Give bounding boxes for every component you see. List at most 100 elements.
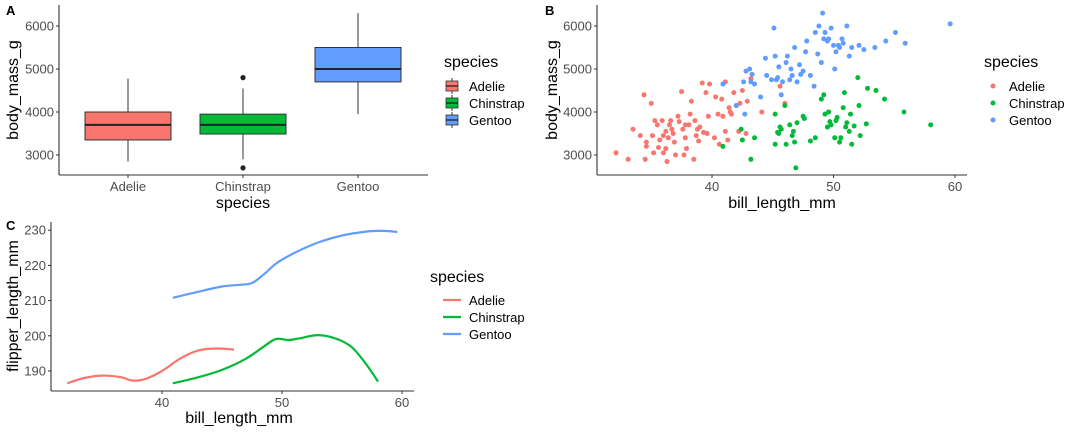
- legend-key-point: [990, 83, 996, 89]
- scatter-point: [731, 90, 737, 96]
- scatter-point: [832, 135, 838, 141]
- scatter-point: [664, 158, 670, 164]
- legend-label: Chinstrap: [469, 96, 525, 111]
- scatter-point: [844, 23, 850, 29]
- scatter-point: [837, 45, 843, 50]
- series-adelie: [613, 76, 788, 164]
- scatter-point: [844, 120, 850, 126]
- scatter-point: [668, 118, 674, 124]
- scatter-point: [782, 103, 788, 109]
- scatter-point: [775, 75, 781, 81]
- y-tick-label: 3000: [563, 148, 592, 163]
- legend-key-point: [990, 100, 996, 106]
- panel-b-x-title: bill_length_mm: [728, 195, 836, 212]
- scatter-point: [742, 111, 748, 117]
- scatter-point: [831, 42, 836, 48]
- legend-item-gentoo: Gentoo: [990, 113, 1052, 128]
- scatter-point: [660, 150, 666, 156]
- panel-b-scatter: B 3000 4000 5000 6000 40 50 60 bill_length_mm…: [544, 3, 1065, 212]
- scatter-point: [692, 118, 698, 124]
- panel-c-legend: species Adelie Chinstrap Gentoo: [430, 269, 525, 342]
- x-tick-label: 50: [275, 395, 289, 410]
- x-tick-label: Gentoo: [337, 179, 380, 194]
- scatter-point: [947, 21, 953, 27]
- panel-b-tag: B: [545, 3, 554, 18]
- scatter-point: [722, 128, 728, 134]
- y-tick-label: 230: [24, 223, 46, 238]
- scatter-point: [787, 122, 793, 128]
- y-tick-label: 190: [24, 364, 46, 379]
- scatter-point: [743, 68, 749, 74]
- scatter-point: [704, 131, 710, 136]
- scatter-point: [824, 124, 830, 130]
- scatter-point: [625, 156, 631, 162]
- panel-b-legend: species Adelie Chinstrap Gentoo: [984, 54, 1065, 128]
- y-tick-label: 4000: [563, 105, 592, 120]
- legend-item-gentoo: Gentoo: [445, 112, 512, 128]
- scatter-point: [777, 83, 783, 89]
- scatter-point: [648, 100, 654, 106]
- scatter-point: [807, 72, 813, 78]
- scatter-point: [792, 139, 798, 145]
- panel-a-legend-title: species: [444, 54, 498, 71]
- scatter-point: [643, 143, 649, 149]
- scatter-point: [807, 138, 813, 144]
- scatter-point: [822, 111, 828, 117]
- x-tick-label: Adelie: [110, 179, 146, 194]
- scatter-point: [901, 109, 907, 115]
- scatter-point: [637, 133, 643, 139]
- scatter-point: [892, 29, 898, 35]
- x-tick-label: 60: [395, 395, 409, 410]
- scatter-point: [691, 156, 697, 162]
- scatter-point: [855, 75, 861, 81]
- scatter-point: [613, 150, 619, 156]
- y-tick-label: 210: [24, 293, 46, 308]
- outlier-point: [240, 75, 246, 81]
- scatter-point: [675, 113, 681, 119]
- x-tick-label: 60: [948, 179, 962, 194]
- box-iqr: [84, 111, 172, 141]
- legend-item-chinstrap: Chinstrap: [990, 96, 1065, 111]
- scatter-point: [720, 81, 726, 87]
- scatter-point: [792, 45, 798, 50]
- panel-b-y-title: body_mass_g: [544, 40, 561, 140]
- scatter-point: [865, 85, 871, 91]
- scatter-point: [851, 123, 857, 129]
- legend-label: Adelie: [1009, 79, 1045, 94]
- scatter-point: [657, 137, 663, 143]
- scatter-point: [726, 105, 732, 111]
- y-tick-label: 6000: [25, 19, 54, 34]
- legend-label: Chinstrap: [469, 310, 525, 325]
- scatter-point: [816, 23, 822, 29]
- scatter-point: [649, 133, 655, 139]
- scatter-point: [790, 128, 796, 134]
- scatter-point: [716, 141, 722, 147]
- scatter-point: [832, 66, 838, 72]
- scatter-point: [928, 122, 934, 128]
- scatter-point: [682, 122, 688, 128]
- panel-c-legend-title: species: [430, 269, 484, 286]
- scatter-point: [849, 45, 855, 50]
- panel-a-y-title: body_mass_g: [5, 40, 22, 140]
- scatter-point: [660, 133, 666, 139]
- x-tick-label: Chinstrap: [215, 179, 271, 194]
- scatter-point: [787, 77, 793, 83]
- scatter-point: [841, 90, 847, 96]
- scatter-point: [759, 109, 765, 115]
- legend-item-chinstrap: Chinstrap: [443, 310, 525, 325]
- scatter-point: [663, 146, 669, 152]
- scatter-point: [778, 92, 784, 98]
- scatter-point: [818, 96, 824, 102]
- scatter-point: [776, 64, 782, 70]
- scatter-point: [794, 79, 800, 85]
- scatter-point: [671, 139, 677, 145]
- scatter-point: [833, 49, 839, 55]
- y-tick-label: 4000: [25, 105, 54, 120]
- scatter-point: [772, 141, 778, 147]
- scatter-point: [651, 150, 657, 156]
- scatter-point: [800, 68, 806, 74]
- box-chinstrap: [199, 75, 287, 171]
- y-tick-label: 220: [24, 258, 46, 273]
- scatter-point: [783, 141, 789, 147]
